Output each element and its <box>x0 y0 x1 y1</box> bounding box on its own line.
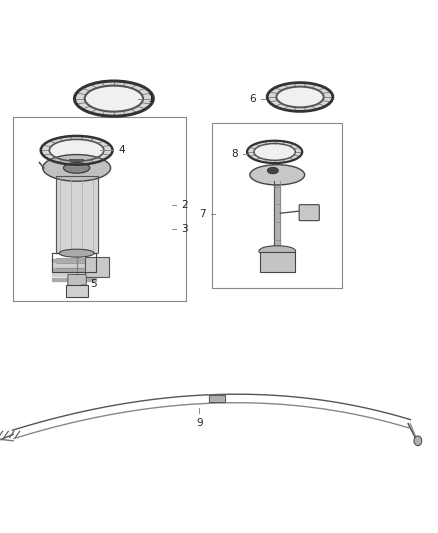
Text: 7: 7 <box>199 209 206 219</box>
Ellipse shape <box>42 155 110 181</box>
Polygon shape <box>56 176 98 253</box>
Polygon shape <box>52 273 96 276</box>
Text: 4: 4 <box>118 146 125 155</box>
Bar <box>212 123 342 288</box>
Text: 9: 9 <box>196 418 203 429</box>
Ellipse shape <box>250 165 305 185</box>
Polygon shape <box>276 87 324 107</box>
Polygon shape <box>209 395 225 402</box>
FancyBboxPatch shape <box>260 252 295 272</box>
Polygon shape <box>52 268 96 271</box>
FancyBboxPatch shape <box>68 274 86 286</box>
Text: 1: 1 <box>148 94 154 103</box>
Polygon shape <box>85 86 143 111</box>
Polygon shape <box>247 141 302 163</box>
Text: 6: 6 <box>249 94 256 103</box>
Polygon shape <box>52 263 96 266</box>
Bar <box>13 117 186 301</box>
Text: 3: 3 <box>181 224 188 234</box>
Text: 8: 8 <box>231 149 237 158</box>
Ellipse shape <box>259 246 296 256</box>
Polygon shape <box>52 259 96 262</box>
Polygon shape <box>41 136 113 165</box>
Text: 5: 5 <box>91 279 97 288</box>
Circle shape <box>414 436 422 446</box>
Polygon shape <box>267 83 333 111</box>
Polygon shape <box>49 139 104 161</box>
Polygon shape <box>52 278 96 281</box>
Polygon shape <box>274 181 280 248</box>
Ellipse shape <box>59 249 94 257</box>
Ellipse shape <box>267 167 279 174</box>
FancyBboxPatch shape <box>85 257 110 277</box>
FancyBboxPatch shape <box>299 205 319 221</box>
FancyBboxPatch shape <box>66 285 88 297</box>
Text: 2: 2 <box>181 200 188 210</box>
Polygon shape <box>74 81 153 116</box>
Ellipse shape <box>64 163 90 173</box>
Polygon shape <box>254 143 295 160</box>
